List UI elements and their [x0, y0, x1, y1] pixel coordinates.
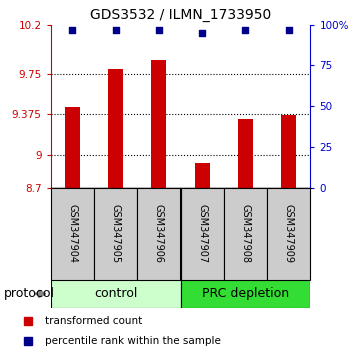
Bar — [180, 280, 310, 308]
Point — [69, 27, 75, 33]
Bar — [108, 69, 123, 188]
Bar — [151, 59, 166, 188]
Bar — [267, 188, 310, 280]
Text: GSM347904: GSM347904 — [67, 204, 77, 263]
Bar — [94, 188, 137, 280]
Text: GSM347909: GSM347909 — [284, 204, 294, 263]
Text: protocol: protocol — [4, 287, 55, 300]
Bar — [238, 119, 253, 188]
Bar — [51, 280, 180, 308]
Text: PRC depletion: PRC depletion — [202, 287, 289, 300]
Bar — [224, 188, 267, 280]
Bar — [195, 162, 210, 188]
Text: transformed count: transformed count — [45, 316, 142, 326]
Point — [199, 30, 205, 36]
Bar — [65, 107, 80, 188]
Title: GDS3532 / ILMN_1733950: GDS3532 / ILMN_1733950 — [90, 8, 271, 22]
Point — [113, 27, 118, 33]
Text: GSM347906: GSM347906 — [154, 204, 164, 263]
Text: GSM347908: GSM347908 — [240, 204, 251, 263]
Point — [156, 27, 162, 33]
Text: control: control — [94, 287, 137, 300]
Point — [243, 27, 248, 33]
Bar — [137, 188, 180, 280]
Text: GSM347907: GSM347907 — [197, 204, 207, 263]
Bar — [180, 188, 224, 280]
Point — [286, 27, 292, 33]
Text: percentile rank within the sample: percentile rank within the sample — [45, 336, 221, 346]
Text: GSM347905: GSM347905 — [110, 204, 121, 263]
Bar — [51, 188, 94, 280]
Bar — [281, 115, 296, 188]
